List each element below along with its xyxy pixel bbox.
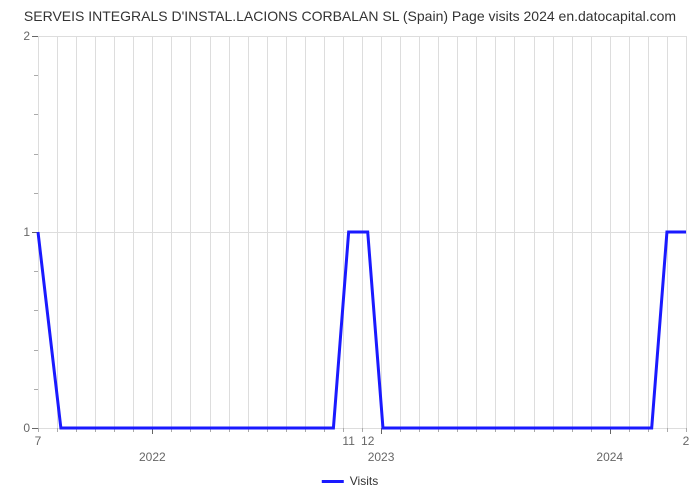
visits-chart: SERVEIS INTEGRALS D'INSTAL.LACIONS CORBA… — [0, 0, 700, 500]
gridline-v — [686, 36, 687, 428]
y-tick-label: 2 — [23, 29, 30, 43]
visits-series — [38, 36, 686, 428]
x-minor-tick — [667, 428, 668, 432]
legend: Visits — [322, 474, 378, 488]
x-end-label-right: 2 — [683, 434, 690, 448]
x-minor-tick — [57, 428, 58, 432]
x-minor-tick — [38, 428, 39, 432]
x-year-label: 2024 — [596, 450, 623, 464]
y-tick-label: 0 — [23, 421, 30, 435]
x-mid-label: 11 — [342, 434, 354, 448]
x-year-label: 2022 — [139, 450, 166, 464]
y-tick-label: 1 — [23, 225, 30, 239]
x-mid-label: 12 — [361, 434, 374, 448]
plot-area: 012721112202220232024 — [38, 36, 686, 428]
x-end-label-left: 7 — [35, 434, 42, 448]
legend-label: Visits — [350, 474, 378, 488]
x-minor-tick — [362, 428, 363, 432]
legend-swatch — [322, 480, 344, 483]
chart-title: SERVEIS INTEGRALS D'INSTAL.LACIONS CORBA… — [0, 8, 700, 24]
x-minor-tick — [686, 428, 687, 432]
x-minor-tick — [343, 428, 344, 432]
x-year-label: 2023 — [368, 450, 395, 464]
